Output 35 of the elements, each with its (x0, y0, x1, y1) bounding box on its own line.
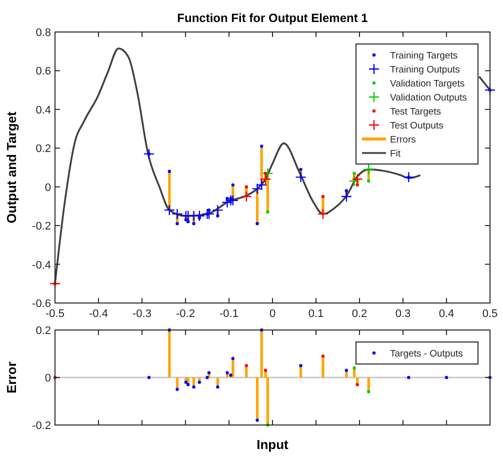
legend-label: Targets - Outputs (390, 348, 464, 360)
y-tick-label: -0.2 (32, 420, 51, 432)
y-tick-label: 0.2 (36, 143, 51, 156)
x-tick-label: 0.1 (308, 308, 324, 320)
legend-label: Training Targets (390, 50, 458, 62)
y-tick-label: 0.2 (36, 325, 51, 337)
x-tick-label: -0.3 (132, 308, 152, 320)
x-tick-label: -0.1 (220, 308, 238, 320)
x-tick-label: -0.5 (46, 308, 64, 320)
y-tick-label: 0.4 (36, 104, 51, 116)
y-tick-label: -0.6 (32, 298, 51, 310)
y-tick-label: 0.8 (36, 27, 51, 39)
x-tick-label: 0.3 (395, 308, 411, 320)
legend-label: Training Outputs (390, 64, 460, 76)
y-tick-label: -0.4 (32, 259, 51, 272)
legend-label: Test Targets (390, 106, 442, 118)
x-tick-label: 0 (269, 308, 276, 320)
legend-label: Validation Outputs (390, 92, 468, 104)
x-axis-title: Input (256, 437, 290, 452)
x-tick-label: 0.2 (352, 308, 368, 320)
legend-label: Test Outputs (390, 120, 444, 132)
legend-label: Fit (390, 148, 401, 160)
y-axis-title: Error (4, 362, 19, 394)
legend-label: Validation Targets (390, 78, 465, 90)
y-axis-title: Output and Target (4, 110, 19, 224)
x-tick-label: -0.2 (176, 308, 195, 320)
y-tick-label: 0.6 (36, 66, 51, 78)
y-tick-label: -0.2 (32, 220, 51, 233)
y-tick-label: 0 (44, 372, 51, 384)
chart-title: Function Fit for Output Element 1 (177, 11, 368, 25)
x-tick-label: -0.4 (89, 308, 108, 320)
x-tick-label: 0.5 (482, 308, 498, 320)
legend-label: Errors (390, 134, 416, 146)
x-tick-label: 0.4 (438, 308, 454, 320)
y-tick-label: 0 (44, 182, 51, 194)
